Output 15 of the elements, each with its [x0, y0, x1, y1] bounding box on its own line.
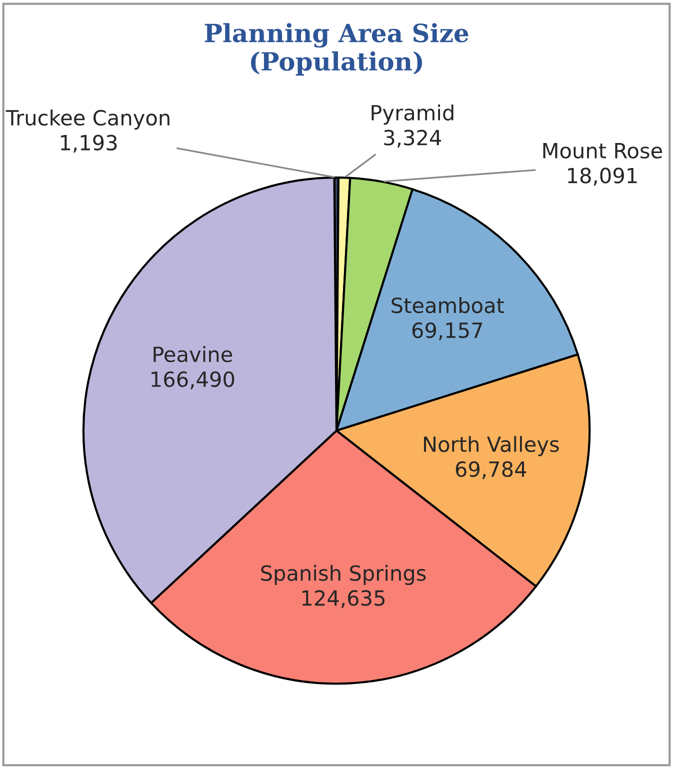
slice-label: Pyramid: [372, 104, 454, 125]
data-label: 69,157: [412, 322, 482, 340]
data-label: 124,635: [302, 590, 385, 608]
data-label: 3,324: [384, 130, 442, 148]
slice-label: Truckee Canyon: [6, 110, 170, 130]
data-label: 1,193: [60, 134, 117, 153]
data-label: 166,490: [152, 371, 234, 390]
slice-label: Steamboat: [392, 297, 504, 314]
data-label: 18,091: [568, 168, 637, 186]
data-label: 69,784: [456, 461, 526, 480]
slice-label: Peavine: [154, 346, 232, 362]
chart-title: Planning Area Size (Population): [204, 23, 468, 76]
slice-label: North Valleys: [424, 436, 559, 456]
slice-label: Mount Rose: [543, 143, 662, 159]
slice-label: Spanish Springs: [261, 564, 426, 586]
